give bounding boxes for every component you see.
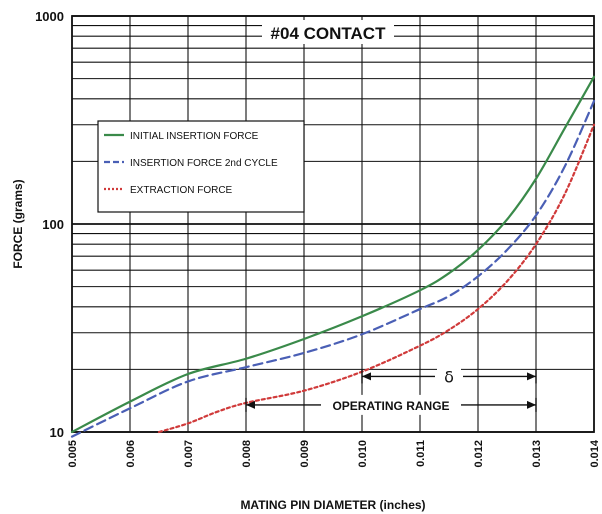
series-layer bbox=[70, 75, 596, 438]
x-tick-label: 0.012 bbox=[473, 440, 485, 468]
y-tick-label: 10 bbox=[50, 425, 64, 440]
series-line-2 bbox=[70, 99, 596, 438]
title-background bbox=[262, 20, 394, 44]
y-axis-label: FORCE (grams) bbox=[11, 179, 25, 268]
x-tick-label: 0.005 bbox=[67, 440, 79, 468]
x-tick-label: 0.007 bbox=[183, 440, 195, 468]
x-tick-label: 0.013 bbox=[531, 440, 543, 468]
series-line-1 bbox=[70, 75, 596, 434]
annotation-arrowhead-right bbox=[527, 372, 536, 381]
x-tick-label: 0.014 bbox=[589, 439, 601, 467]
x-tick-label: 0.008 bbox=[241, 440, 253, 468]
plot-frame bbox=[71, 15, 595, 433]
x-tick-label: 0.011 bbox=[415, 440, 427, 467]
grid bbox=[71, 15, 595, 433]
series-line-3 bbox=[157, 123, 596, 434]
legend-entry-label: EXTRACTION FORCE bbox=[130, 185, 233, 196]
annotation-arrowhead-left bbox=[362, 372, 371, 381]
x-axis-label: MATING PIN DIAMETER (inches) bbox=[240, 498, 425, 512]
y-tick-label: 100 bbox=[42, 217, 64, 232]
annotation-label: OPERATING RANGE bbox=[332, 399, 449, 413]
legend-box bbox=[97, 120, 305, 213]
annotation-label-background bbox=[437, 366, 461, 387]
annotation-arrowhead-left bbox=[246, 400, 255, 409]
y-tick-label: 1000 bbox=[35, 9, 64, 24]
annotations: δ OPERATING RANGE bbox=[245, 366, 537, 415]
annotation-arrowhead-right bbox=[527, 400, 536, 409]
chart-title: #04 CONTACT bbox=[271, 24, 387, 43]
legend-entry-label: INSERTION FORCE 2nd CYCLE bbox=[130, 158, 278, 169]
x-tick-label: 0.009 bbox=[299, 440, 311, 468]
tick-labels: 10 100 1000 0.005 0.006 0.007 0.008 0.009 0.010 0… bbox=[35, 9, 601, 468]
x-tick-label: 0.010 bbox=[357, 440, 369, 468]
annotation-label-background bbox=[323, 394, 459, 415]
legend-entry-label: INITIAL INSERTION FORCE bbox=[130, 131, 259, 142]
annotation-label: δ bbox=[444, 367, 454, 386]
legend: INITIAL INSERTION FORCE INSERTION FORCE 2… bbox=[97, 120, 305, 213]
x-tick-label: 0.006 bbox=[125, 440, 137, 468]
